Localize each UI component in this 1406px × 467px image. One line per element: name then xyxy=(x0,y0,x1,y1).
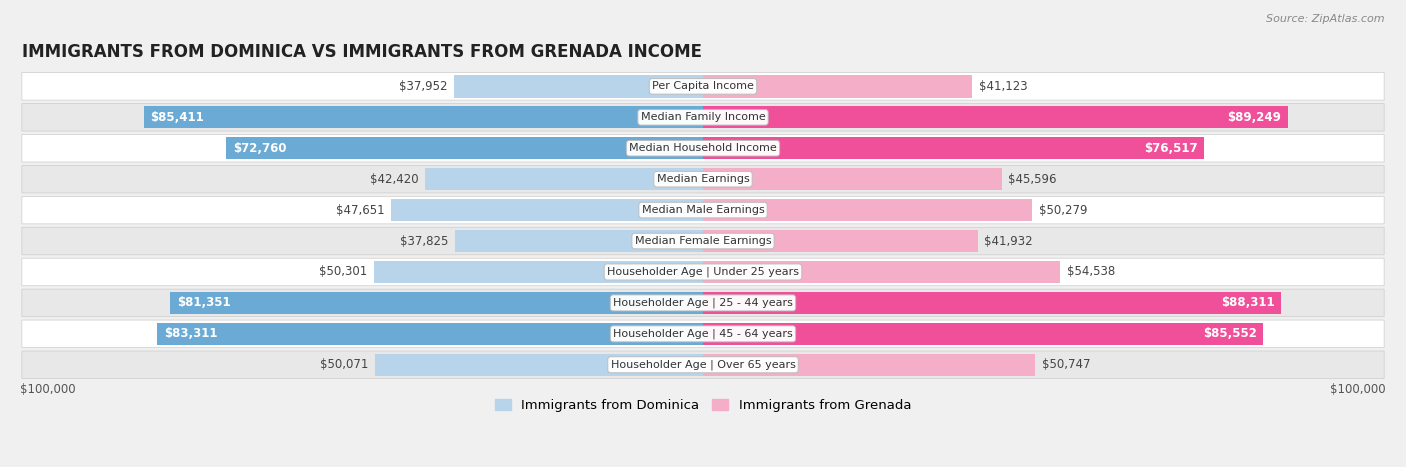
Bar xyxy=(703,106,1288,128)
Text: $83,311: $83,311 xyxy=(165,327,218,340)
Text: $50,279: $50,279 xyxy=(1039,204,1087,217)
Text: Householder Age | 25 - 44 years: Householder Age | 25 - 44 years xyxy=(613,297,793,308)
Bar xyxy=(375,354,703,376)
Text: Per Capita Income: Per Capita Income xyxy=(652,81,754,92)
Text: $42,420: $42,420 xyxy=(370,173,419,186)
FancyBboxPatch shape xyxy=(22,134,1384,162)
Bar xyxy=(226,137,703,159)
Text: $41,932: $41,932 xyxy=(984,234,1033,248)
Text: $81,351: $81,351 xyxy=(177,297,231,310)
FancyBboxPatch shape xyxy=(22,320,1384,347)
Bar xyxy=(456,230,703,252)
Text: Householder Age | 45 - 64 years: Householder Age | 45 - 64 years xyxy=(613,329,793,339)
Bar xyxy=(425,168,703,191)
Bar xyxy=(703,230,977,252)
Text: $50,747: $50,747 xyxy=(1042,358,1091,371)
Text: $88,311: $88,311 xyxy=(1222,297,1275,310)
FancyBboxPatch shape xyxy=(22,165,1384,193)
Text: $41,123: $41,123 xyxy=(979,80,1028,93)
Text: $37,825: $37,825 xyxy=(401,234,449,248)
Text: $50,071: $50,071 xyxy=(321,358,368,371)
Text: Source: ZipAtlas.com: Source: ZipAtlas.com xyxy=(1267,14,1385,24)
Text: Median Male Earnings: Median Male Earnings xyxy=(641,205,765,215)
Bar xyxy=(703,354,1035,376)
FancyBboxPatch shape xyxy=(22,104,1384,131)
Bar xyxy=(703,292,1281,314)
Bar xyxy=(391,199,703,221)
Legend: Immigrants from Dominica, Immigrants from Grenada: Immigrants from Dominica, Immigrants fro… xyxy=(489,393,917,417)
Text: $85,552: $85,552 xyxy=(1204,327,1257,340)
Text: $89,249: $89,249 xyxy=(1227,111,1281,124)
Text: Householder Age | Under 25 years: Householder Age | Under 25 years xyxy=(607,267,799,277)
Text: Median Female Earnings: Median Female Earnings xyxy=(634,236,772,246)
FancyBboxPatch shape xyxy=(22,72,1384,100)
Bar xyxy=(374,261,703,283)
Bar xyxy=(143,106,703,128)
FancyBboxPatch shape xyxy=(22,196,1384,224)
Text: $45,596: $45,596 xyxy=(1008,173,1057,186)
Bar xyxy=(454,75,703,98)
Bar xyxy=(703,323,1264,345)
Text: $50,301: $50,301 xyxy=(319,265,367,278)
Text: Median Earnings: Median Earnings xyxy=(657,174,749,184)
Text: Median Family Income: Median Family Income xyxy=(641,112,765,122)
Text: Median Household Income: Median Household Income xyxy=(628,143,778,153)
Bar xyxy=(703,199,1032,221)
Bar xyxy=(703,168,1001,191)
Text: Householder Age | Over 65 years: Householder Age | Over 65 years xyxy=(610,360,796,370)
Bar xyxy=(703,261,1060,283)
FancyBboxPatch shape xyxy=(22,258,1384,286)
Text: IMMIGRANTS FROM DOMINICA VS IMMIGRANTS FROM GRENADA INCOME: IMMIGRANTS FROM DOMINICA VS IMMIGRANTS F… xyxy=(22,43,702,61)
Bar xyxy=(703,75,973,98)
Text: $47,651: $47,651 xyxy=(336,204,384,217)
Text: $76,517: $76,517 xyxy=(1144,142,1198,155)
FancyBboxPatch shape xyxy=(22,289,1384,317)
FancyBboxPatch shape xyxy=(22,227,1384,255)
Bar xyxy=(170,292,703,314)
FancyBboxPatch shape xyxy=(22,351,1384,379)
Bar xyxy=(703,137,1204,159)
Text: $37,952: $37,952 xyxy=(399,80,449,93)
Text: $54,538: $54,538 xyxy=(1067,265,1115,278)
Text: $72,760: $72,760 xyxy=(233,142,287,155)
Text: $85,411: $85,411 xyxy=(150,111,204,124)
Bar xyxy=(157,323,703,345)
